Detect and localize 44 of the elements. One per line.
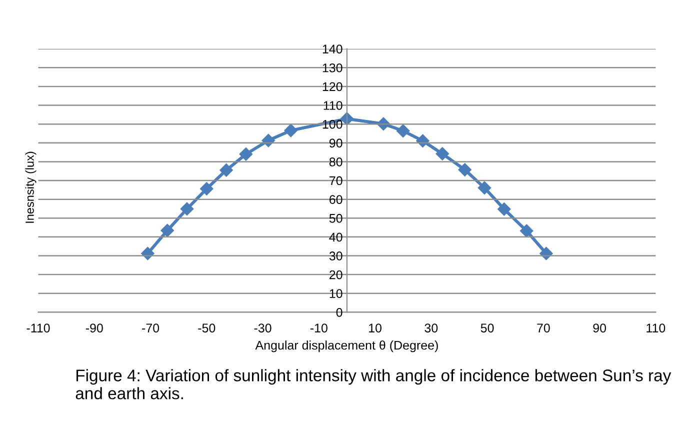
point (160, 224, 174, 238)
point (498, 202, 511, 216)
x-tick-label: 110 (646, 324, 666, 332)
point (200, 182, 214, 196)
caption: Figure 4: Variation of sunlight intensity with angle of incidence between Sun’s ray and earth axis. (76, 369, 672, 400)
x-tick-label: 90 (593, 324, 606, 332)
x-tick-label: -10 (310, 324, 328, 332)
y-tick-label: 110 (324, 101, 342, 110)
y-tick-label: 90 (329, 138, 342, 148)
x-tick-label: -70 (142, 324, 160, 332)
x-tick-label: -50 (198, 324, 216, 332)
point (436, 147, 449, 160)
point (220, 164, 233, 177)
x-tick-label: -90 (86, 324, 103, 332)
y-tick-label: 70 (330, 176, 342, 186)
y-tick-label: 80 (329, 157, 342, 166)
point (262, 134, 275, 148)
point (396, 124, 410, 138)
point (239, 148, 253, 161)
point (540, 246, 553, 260)
y-tick-label: 120 (322, 82, 342, 92)
point (478, 181, 492, 194)
point (458, 163, 472, 176)
x-tick-label: 30 (424, 324, 438, 332)
y-tick-label: 20 (330, 270, 342, 280)
x-tick-label: -110 (26, 324, 50, 332)
y-tick-label: 40 (329, 232, 342, 242)
x-axis-title: Angular displacement θ (Degree) (255, 340, 438, 352)
y-tick-label: 0 (336, 308, 342, 317)
y-tick-label: 140 (322, 44, 342, 54)
y-tick-label: 10 (330, 289, 342, 298)
y-tick-label: 60 (330, 195, 342, 204)
x-tick-label: -30 (254, 324, 272, 332)
y-tick-label: 130 (322, 63, 342, 72)
x-tick-label: 70 (537, 324, 550, 332)
point (141, 246, 154, 260)
y-axis-title: Inesnsity (lux) (25, 152, 36, 223)
point (520, 224, 534, 238)
y-tick-label: 50 (329, 214, 342, 223)
x-tick-label: 10 (369, 324, 382, 332)
y-tick-label: 30 (329, 252, 342, 260)
point (284, 124, 298, 138)
point (180, 202, 194, 216)
x-tick-label: 50 (480, 324, 494, 332)
